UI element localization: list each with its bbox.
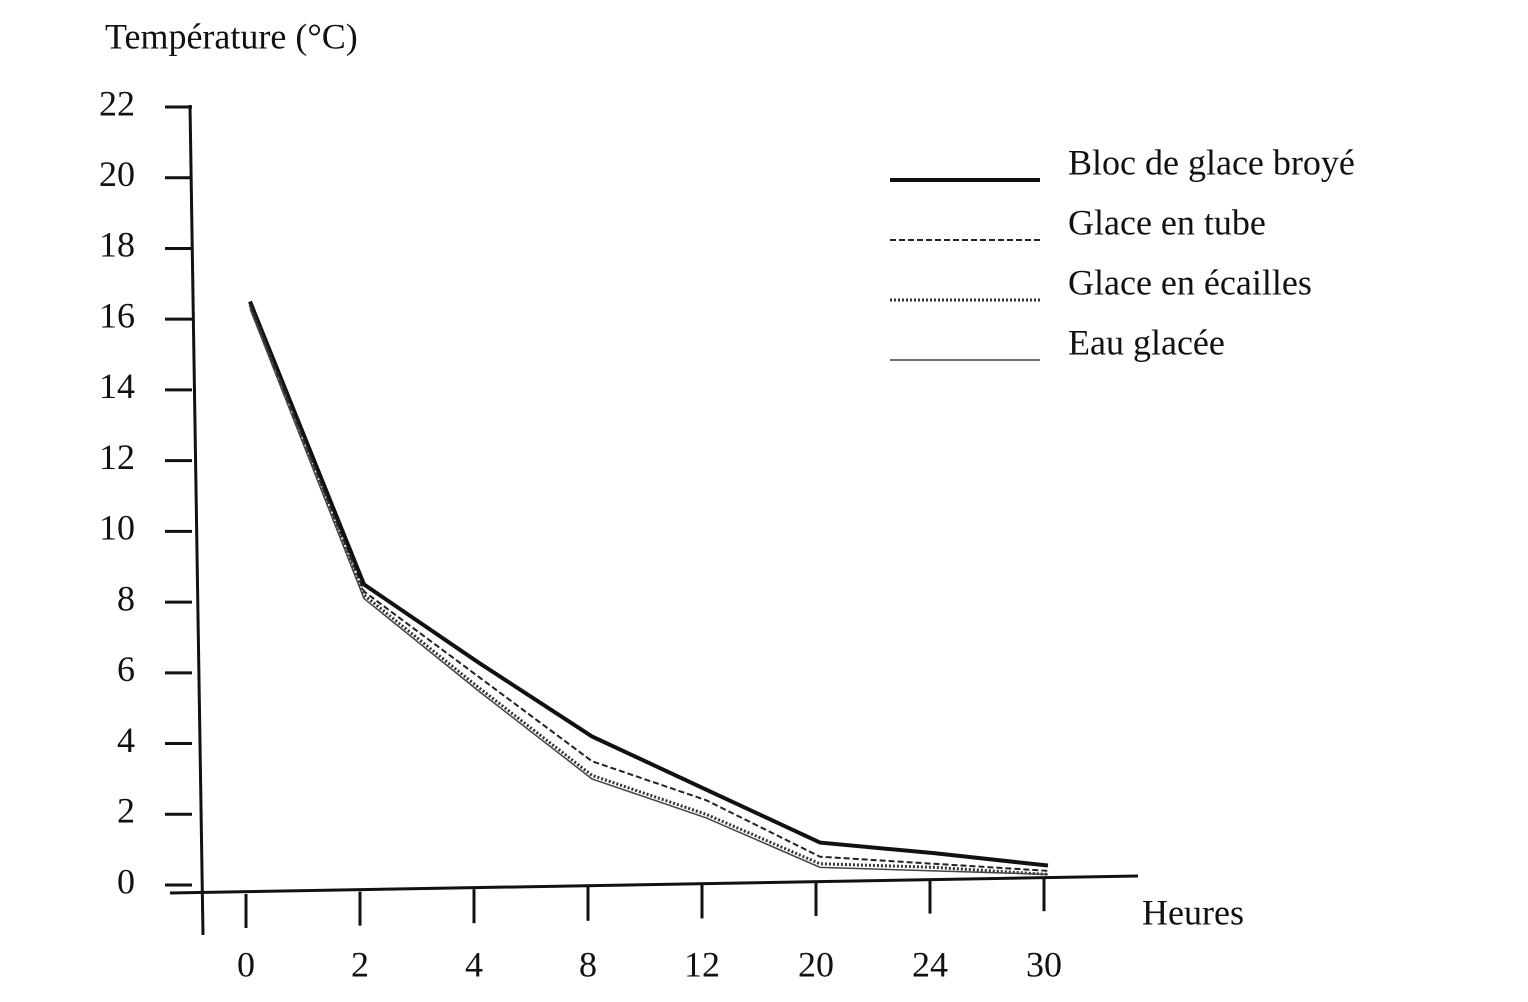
- y-tick-label: 14: [99, 366, 135, 406]
- y-axis-label: Température (°C): [105, 16, 358, 56]
- x-axis-label: Heures: [1142, 892, 1244, 932]
- y-tick-label: 16: [99, 295, 135, 335]
- legend-label: Eau glacée: [1068, 322, 1225, 362]
- y-tick-label: 2: [117, 791, 135, 831]
- y-axis: [188, 104, 205, 936]
- x-axis: [169, 874, 1139, 895]
- y-tick-label: 4: [117, 720, 135, 760]
- y-tick-label: 18: [99, 225, 135, 265]
- x-tick-label: 30: [1026, 944, 1062, 984]
- y-tick-label: 10: [99, 508, 135, 548]
- legend-label: Glace en écailles: [1068, 262, 1312, 302]
- y-tick-label: 20: [99, 154, 135, 194]
- series-line: [248, 300, 1049, 868]
- series-line: [249, 308, 1049, 876]
- x-tick-label: 20: [798, 944, 834, 984]
- legend-label: Bloc de glace broyé: [1068, 142, 1355, 182]
- x-tick-label: 12: [684, 944, 720, 984]
- y-tick-label: 6: [117, 649, 135, 689]
- y-tick-label: 0: [117, 861, 135, 901]
- x-tick-label: 8: [579, 944, 597, 984]
- x-tick-label: 24: [912, 944, 948, 984]
- y-tick-label: 12: [99, 437, 135, 477]
- y-tick-label: 8: [117, 578, 135, 618]
- y-tick-label: 22: [99, 83, 135, 123]
- series-line: [249, 304, 1049, 872]
- x-tick-label: 0: [237, 944, 255, 984]
- x-tick-label: 4: [465, 944, 483, 984]
- x-tick-label: 2: [351, 944, 369, 984]
- legend-label: Glace en tube: [1068, 202, 1266, 242]
